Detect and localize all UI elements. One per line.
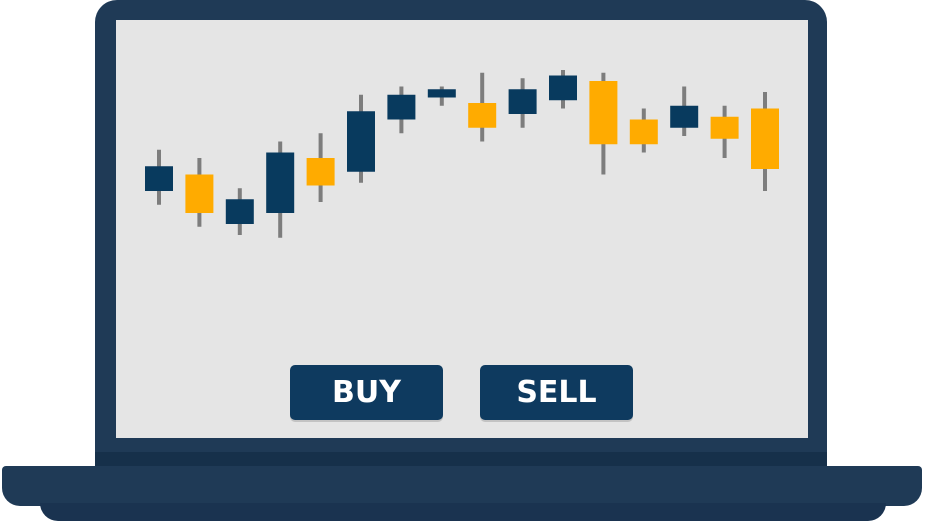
candle [629,108,658,153]
candle [306,133,335,202]
laptop-hinge [95,452,827,470]
candle-body [225,199,254,224]
candle [549,70,577,109]
candle-body [266,152,295,213]
candle-body [508,89,537,114]
candle-body [145,166,173,191]
candle [145,149,173,205]
candle-body [185,174,214,213]
candle [225,188,254,235]
candle [347,94,375,183]
candle [427,86,456,106]
buy-button[interactable]: BUY [290,365,443,420]
candle [508,78,537,128]
candle [387,86,416,134]
candle [710,105,739,158]
candle [670,86,699,136]
candle-body [549,75,577,101]
candle-body [589,81,618,145]
laptop-base [2,466,922,506]
candle [468,72,497,142]
candle-body [347,111,375,172]
candle-body [751,108,779,169]
candle [266,141,295,238]
candle [751,92,779,191]
candle-body [427,89,456,98]
candle-body [468,103,497,128]
trading-screen [116,20,808,438]
candle-body [306,158,335,186]
candle [185,158,214,227]
candle-body [670,105,699,128]
candle-body [710,116,739,139]
candle-body [387,94,416,120]
laptop-base-bottom [40,503,886,521]
candle [589,72,618,175]
sell-button[interactable]: SELL [480,365,633,420]
candle-body [629,119,658,145]
